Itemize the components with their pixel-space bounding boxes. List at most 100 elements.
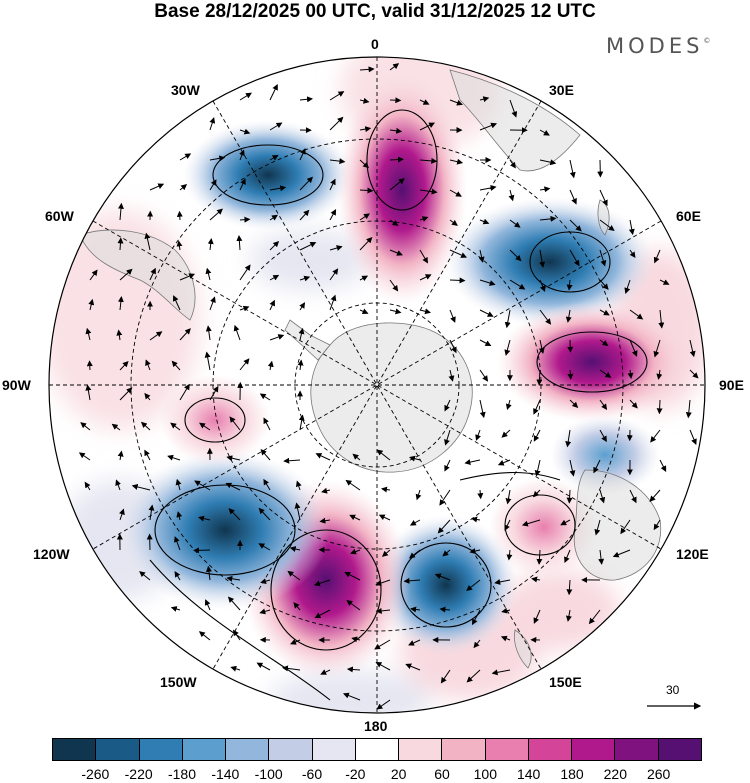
antarctica [310,322,473,473]
wind-vector [256,662,271,671]
wind-vector [408,639,421,646]
wind-vector [599,219,615,231]
wind-vector [345,479,361,491]
colorbar-tick-label: 100 [473,766,498,782]
wind-vector [505,489,512,505]
wind-vector [119,387,133,401]
wind-vector [352,453,361,461]
wind-vector [444,459,451,472]
wind-vector [269,240,280,251]
wind-vector [239,305,250,312]
wind-vector [403,577,421,584]
wind-vector [479,399,486,419]
wind-vector [320,669,331,675]
wind-vector [346,666,361,673]
wind-vector [376,449,391,461]
wind-vector [179,383,190,401]
colorbar-cell [96,739,140,760]
wind-vector [658,309,665,329]
wind-vector [410,606,421,613]
colorbar-cell [53,739,97,760]
wind-vector [504,519,511,531]
wind-vector [283,457,301,464]
wind-vector [536,549,543,565]
wind-vector [359,213,370,221]
polar-map [48,56,706,714]
wind-vector [479,279,496,286]
wind-vector [140,421,151,431]
wind-vector [117,450,124,461]
wind-vector [176,240,183,251]
wind-vector [419,188,438,195]
wind-vector [179,184,188,191]
wind-vector [167,454,181,461]
wind-vector [539,309,552,325]
wind-vector [85,327,92,341]
wind-vector [194,480,211,491]
wind-vector [449,158,464,165]
wind-vector [506,549,513,561]
wind-vector [409,455,421,462]
wind-vector [139,571,151,581]
wind-vector [204,351,211,371]
wind-vector [175,478,182,491]
wind-vector [565,429,572,448]
wind-vector [359,97,370,104]
brand-logo: MODES© [606,34,710,58]
wind-vector [419,122,435,131]
wind-vector [260,578,271,585]
wind-vector [149,267,156,281]
wind-vector [598,549,605,565]
wind-vector [144,392,151,401]
wind-vector [89,269,98,281]
colorbar-tick-label: 20 [390,766,407,782]
wind-vector [329,245,343,251]
wind-vector [119,360,129,371]
wind-vector [389,308,402,315]
wind-vector [359,187,374,194]
wind-vector [449,219,458,226]
wind-vector [494,578,511,585]
wind-vector [566,279,573,291]
wind-vector [629,339,638,357]
wind-vector [649,489,661,502]
wind-vector [226,455,241,462]
wind-vector [569,249,580,267]
wind-vector [205,565,212,581]
colorbar-tick-label: -220 [124,766,153,782]
wind-vector [504,339,511,356]
wind-vector [198,515,211,522]
wind-vector [359,126,372,133]
colorbar-cell [615,739,659,760]
wind-vector [239,92,252,101]
wind-vector [117,202,124,221]
wind-vector [179,328,191,341]
wind-vector [84,481,91,491]
positive-anomaly-indian-ocean [497,302,687,422]
wind-vector [209,117,216,131]
wind-vector [566,579,573,596]
wind-vector [501,607,511,614]
wind-vector [205,267,212,281]
wind-vector [287,570,301,581]
wind-vector [258,507,271,521]
wind-vector [566,489,573,504]
graticule [49,57,705,713]
wind-vector [389,63,400,71]
wind-vector [434,573,451,581]
wind-vector [479,218,490,225]
wind-vector [419,308,431,315]
wind-vector [508,189,515,202]
wind-vector [415,489,422,501]
wind-vector [144,449,151,461]
wind-vector [653,339,661,358]
wind-vector [293,602,301,611]
wind-vector [472,609,481,626]
negative-anomaly-east-pacific [120,450,330,610]
colorbar-cell [182,739,227,760]
wind-vector [205,325,212,341]
wind-vector [321,487,331,494]
wind-vector [685,399,692,419]
wind-vector [174,536,181,551]
wind-vector [209,208,223,221]
